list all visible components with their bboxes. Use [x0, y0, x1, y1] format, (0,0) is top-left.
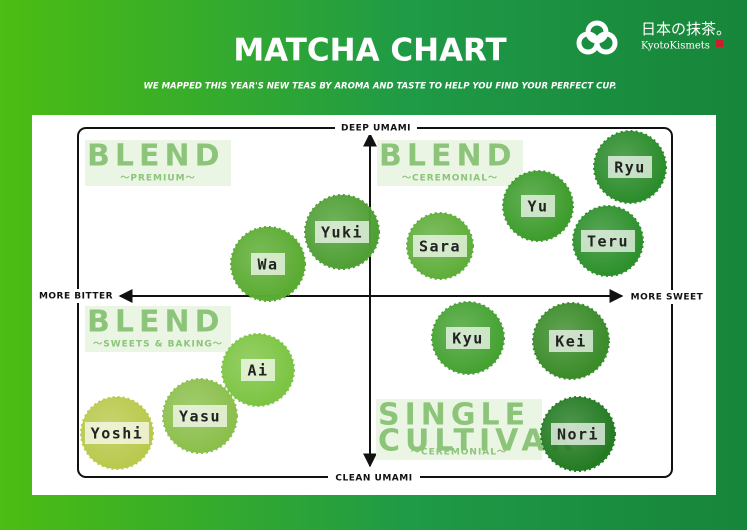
- logo-seal: [716, 40, 723, 47]
- tea-name: Teru: [587, 233, 629, 251]
- tea-label-bg: [581, 230, 635, 252]
- tea-label-bg: [241, 359, 275, 381]
- quadrant-bg: [376, 399, 542, 460]
- axis-top: DEEP UMAMI: [341, 124, 411, 134]
- tea-name: Wa: [257, 256, 278, 274]
- tea-label-bg: [315, 221, 369, 243]
- axis-label-bg: [624, 290, 710, 304]
- quadrant-subtitle: ～CEREMONIAL～: [402, 174, 498, 184]
- tea-name: Yu: [527, 198, 548, 216]
- logo-brand: KyotoKismets: [641, 41, 710, 52]
- quadrant-subtitle: ～PREMIUM～: [120, 174, 195, 184]
- axis-label-bg: [34, 289, 118, 303]
- tea-name: Yoshi: [91, 425, 144, 443]
- tea-label-bg: [446, 327, 490, 349]
- quadrant-subtitle: ～SWEETS & BAKING～: [93, 340, 223, 350]
- quadrant-title: SINGLE: [378, 398, 530, 433]
- quadrant-bg: [85, 306, 231, 352]
- tea-label-bg: [521, 195, 555, 217]
- logo-japanese: 日本の抹茶。: [641, 20, 731, 38]
- subtitle: WE MAPPED THIS YEAR'S NEW TEAS BY AROMA …: [143, 82, 616, 92]
- axis-label-bg: [328, 471, 420, 485]
- tea-name: Yuki: [321, 224, 363, 242]
- axis-label-bg: [335, 121, 417, 135]
- quadrant-title: BLEND: [87, 139, 225, 174]
- tea-label-bg: [549, 330, 593, 352]
- quadrant-subtitle: ～CEREMONIAL～: [411, 448, 507, 458]
- title: MATCHA CHART: [233, 33, 506, 69]
- quadrant-title: BLEND: [87, 305, 225, 340]
- axis-right: MORE SWEET: [631, 293, 704, 303]
- tea-name: Nori: [557, 426, 599, 444]
- tea-name: Ai: [247, 362, 268, 380]
- axis-bottom: CLEAN UMAMI: [335, 474, 412, 484]
- quadrant-title: BLEND: [379, 139, 517, 174]
- quadrant-bg: [85, 140, 231, 186]
- tea-name: Kei: [555, 333, 587, 351]
- tea-name: Sara: [419, 238, 461, 256]
- tea-name: Ryu: [614, 159, 646, 177]
- tea-name: Yasu: [179, 408, 221, 426]
- axis-left: MORE BITTER: [39, 292, 113, 302]
- tea-label-bg: [173, 405, 227, 427]
- quadrant-title: CULTIVAR: [378, 424, 578, 459]
- tea-label-bg: [551, 423, 605, 445]
- tea-label-bg: [608, 156, 652, 178]
- tea-label-bg: [251, 253, 285, 275]
- quadrant-bg: [377, 140, 523, 186]
- tea-label-bg: [413, 235, 467, 257]
- logo-icon: [576, 20, 618, 55]
- tea-name: Kyu: [452, 330, 484, 348]
- tea-label-bg: [85, 422, 149, 444]
